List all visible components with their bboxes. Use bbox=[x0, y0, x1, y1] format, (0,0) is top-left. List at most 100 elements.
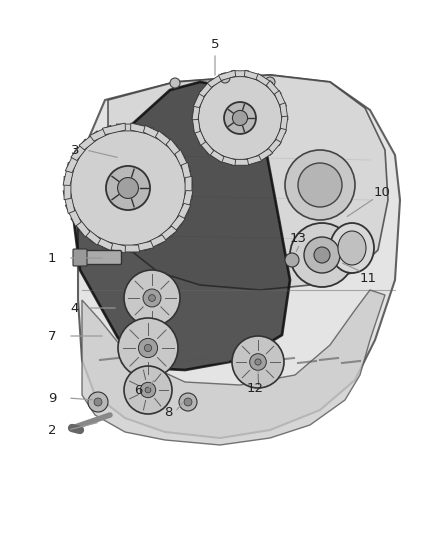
Polygon shape bbox=[71, 215, 90, 237]
Polygon shape bbox=[65, 204, 81, 226]
Polygon shape bbox=[207, 74, 224, 87]
Text: 9: 9 bbox=[48, 392, 56, 405]
Circle shape bbox=[170, 78, 180, 88]
Circle shape bbox=[198, 76, 282, 160]
Polygon shape bbox=[219, 70, 236, 80]
Circle shape bbox=[285, 253, 299, 267]
Polygon shape bbox=[266, 139, 281, 156]
Polygon shape bbox=[79, 131, 101, 150]
Circle shape bbox=[265, 77, 275, 87]
Polygon shape bbox=[256, 149, 273, 163]
Circle shape bbox=[232, 336, 284, 388]
Polygon shape bbox=[275, 128, 286, 146]
Polygon shape bbox=[117, 124, 140, 131]
Polygon shape bbox=[219, 156, 236, 166]
Circle shape bbox=[314, 247, 330, 263]
Polygon shape bbox=[131, 123, 154, 135]
Polygon shape bbox=[175, 150, 191, 173]
Polygon shape bbox=[143, 235, 166, 251]
Polygon shape bbox=[192, 103, 200, 120]
Polygon shape bbox=[166, 215, 185, 237]
Polygon shape bbox=[166, 139, 185, 160]
Circle shape bbox=[138, 338, 158, 358]
Circle shape bbox=[179, 393, 197, 411]
Polygon shape bbox=[63, 163, 74, 185]
Polygon shape bbox=[90, 125, 113, 141]
Polygon shape bbox=[63, 191, 74, 214]
Polygon shape bbox=[155, 131, 177, 150]
Circle shape bbox=[220, 73, 230, 83]
Circle shape bbox=[140, 382, 155, 398]
Polygon shape bbox=[266, 80, 281, 96]
Polygon shape bbox=[199, 139, 214, 156]
Circle shape bbox=[148, 295, 155, 301]
Polygon shape bbox=[275, 91, 286, 108]
Circle shape bbox=[233, 110, 247, 126]
Circle shape bbox=[290, 223, 354, 287]
Polygon shape bbox=[207, 149, 224, 163]
Ellipse shape bbox=[338, 231, 366, 265]
Polygon shape bbox=[231, 71, 249, 77]
Text: 12: 12 bbox=[247, 382, 264, 394]
Text: 11: 11 bbox=[360, 271, 377, 285]
Circle shape bbox=[255, 359, 261, 365]
Polygon shape bbox=[64, 176, 71, 200]
Circle shape bbox=[285, 150, 355, 220]
Polygon shape bbox=[194, 91, 205, 108]
Polygon shape bbox=[256, 74, 273, 87]
Text: 3: 3 bbox=[71, 143, 79, 157]
Polygon shape bbox=[181, 163, 193, 185]
Polygon shape bbox=[181, 191, 193, 214]
Text: 6: 6 bbox=[134, 384, 142, 397]
Text: 7: 7 bbox=[48, 329, 56, 343]
Circle shape bbox=[145, 344, 152, 352]
Polygon shape bbox=[71, 139, 90, 160]
Polygon shape bbox=[280, 103, 288, 120]
Polygon shape bbox=[79, 226, 101, 245]
FancyBboxPatch shape bbox=[73, 249, 87, 266]
Circle shape bbox=[143, 289, 161, 307]
Polygon shape bbox=[102, 241, 125, 253]
Circle shape bbox=[250, 354, 266, 370]
Polygon shape bbox=[90, 235, 113, 251]
Text: 4: 4 bbox=[71, 302, 79, 314]
Polygon shape bbox=[70, 82, 290, 370]
Polygon shape bbox=[155, 226, 177, 245]
Circle shape bbox=[224, 102, 256, 134]
Circle shape bbox=[106, 166, 150, 210]
Circle shape bbox=[184, 398, 192, 406]
Polygon shape bbox=[65, 150, 81, 173]
Polygon shape bbox=[143, 125, 166, 141]
Polygon shape bbox=[199, 80, 214, 96]
Text: 10: 10 bbox=[374, 185, 390, 198]
Circle shape bbox=[145, 387, 151, 393]
Circle shape bbox=[117, 177, 138, 198]
Circle shape bbox=[304, 237, 340, 273]
Circle shape bbox=[70, 130, 186, 246]
Polygon shape bbox=[192, 116, 200, 133]
Circle shape bbox=[88, 392, 108, 412]
Circle shape bbox=[94, 398, 102, 406]
FancyBboxPatch shape bbox=[77, 251, 121, 264]
Ellipse shape bbox=[330, 223, 374, 273]
Circle shape bbox=[124, 366, 172, 414]
Polygon shape bbox=[185, 176, 192, 200]
Polygon shape bbox=[244, 156, 261, 166]
Polygon shape bbox=[108, 75, 388, 290]
Circle shape bbox=[118, 318, 178, 378]
Text: 2: 2 bbox=[48, 424, 56, 437]
Text: 13: 13 bbox=[290, 231, 307, 245]
Text: 8: 8 bbox=[164, 406, 172, 418]
Polygon shape bbox=[194, 128, 205, 146]
Text: 1: 1 bbox=[48, 252, 56, 264]
Circle shape bbox=[124, 270, 180, 326]
Polygon shape bbox=[117, 245, 140, 252]
Polygon shape bbox=[82, 290, 385, 445]
Polygon shape bbox=[175, 204, 191, 226]
Circle shape bbox=[298, 163, 342, 207]
Polygon shape bbox=[244, 70, 261, 80]
Polygon shape bbox=[78, 75, 400, 438]
Text: 5: 5 bbox=[211, 38, 219, 52]
Polygon shape bbox=[102, 123, 125, 135]
Polygon shape bbox=[280, 116, 288, 133]
